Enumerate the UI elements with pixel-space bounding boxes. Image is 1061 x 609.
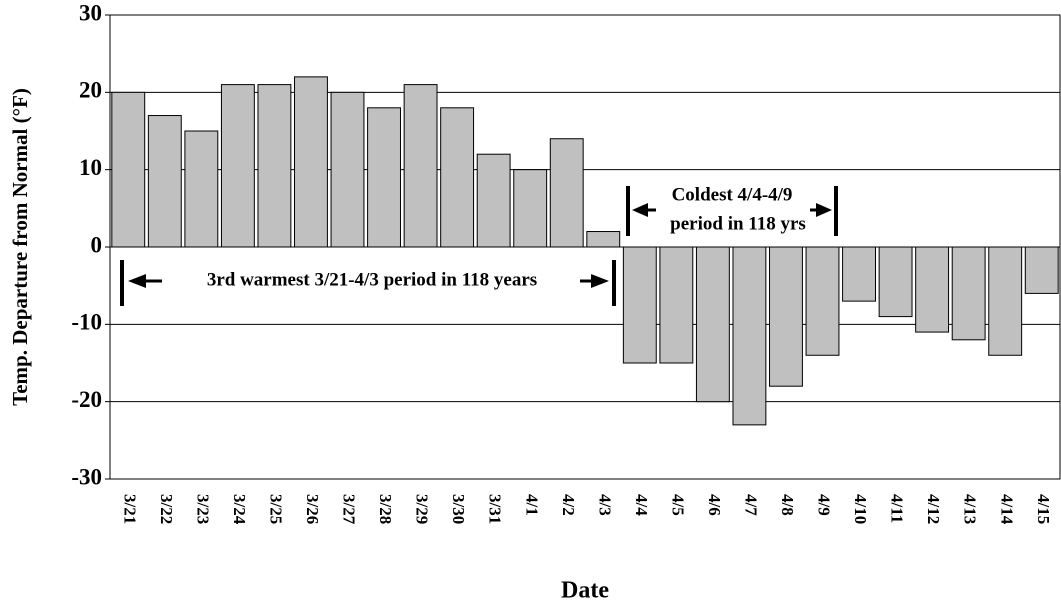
bar xyxy=(111,91,146,248)
x-tick-label: 3/26 xyxy=(303,494,322,524)
x-tick-label: 4/4 xyxy=(632,494,651,516)
bar xyxy=(220,84,255,248)
bar xyxy=(622,246,657,364)
annotation-warm xyxy=(120,260,616,306)
bar xyxy=(842,246,876,302)
y-tick-label: 10 xyxy=(79,155,102,180)
x-tick-label: 4/11 xyxy=(888,494,907,523)
bar xyxy=(476,153,511,248)
bar xyxy=(403,84,438,248)
x-axis-label: Date xyxy=(561,578,609,604)
bar xyxy=(586,231,621,248)
bar xyxy=(769,246,803,387)
annotation: Coldest 4/4-4/9 xyxy=(672,184,793,205)
bar xyxy=(988,246,1023,356)
bar xyxy=(367,107,401,248)
x-tick-label: 4/3 xyxy=(595,494,614,516)
x-tick-label: 4/8 xyxy=(778,494,797,516)
x-tick-label: 4/2 xyxy=(559,494,578,516)
x-tick-label: 3/27 xyxy=(340,494,359,525)
x-tick-label: 3/24 xyxy=(230,494,249,525)
x-tick-label: 4/15 xyxy=(1034,494,1053,524)
bar xyxy=(147,115,182,248)
bar xyxy=(915,246,950,333)
bar xyxy=(659,246,694,364)
x-tick-label: 4/10 xyxy=(851,494,870,524)
x-tick-label: 3/31 xyxy=(486,494,505,524)
annotation: period in 118 yrs xyxy=(670,213,806,234)
bar xyxy=(440,107,475,248)
x-tick-label: 4/13 xyxy=(961,494,980,524)
y-tick-label: 20 xyxy=(79,78,102,103)
y-tick-label: -20 xyxy=(71,387,102,412)
x-tick-label: 4/5 xyxy=(668,494,687,516)
bar xyxy=(1024,246,1059,294)
y-tick-label: -10 xyxy=(71,310,102,335)
bar xyxy=(732,246,767,426)
bar xyxy=(951,246,986,341)
annotation-cold xyxy=(626,186,838,236)
bar xyxy=(257,84,292,248)
bar xyxy=(513,169,548,248)
bar xyxy=(695,246,730,403)
x-tick-label: 4/7 xyxy=(742,494,761,516)
x-tick-label: 4/1 xyxy=(522,494,541,516)
y-tick-label: -30 xyxy=(71,464,102,489)
x-tick-label: 4/14 xyxy=(997,494,1016,525)
bar xyxy=(805,246,840,356)
y-tick-label: 0 xyxy=(91,232,103,257)
bar xyxy=(330,91,365,248)
annotation: 3rd warmest 3/21-4/3 period in 118 years xyxy=(207,269,537,290)
bar xyxy=(549,138,584,248)
y-tick-label: 30 xyxy=(79,0,102,25)
x-tick-label: 4/12 xyxy=(924,494,943,524)
y-axis-label: Temp. Departure from Normal (°F) xyxy=(8,88,32,406)
x-tick-label: 3/25 xyxy=(267,494,286,524)
bar xyxy=(878,246,913,318)
x-tick-label: 3/23 xyxy=(193,494,212,524)
x-tick-label: 3/30 xyxy=(449,494,468,524)
x-tick-label: 4/9 xyxy=(815,494,834,516)
x-tick-label: 4/6 xyxy=(705,494,724,516)
x-tick-label: 3/28 xyxy=(376,494,395,524)
x-tick-label: 3/21 xyxy=(120,494,139,524)
bar xyxy=(294,76,328,248)
bar xyxy=(184,130,219,248)
x-tick-label: 3/22 xyxy=(157,494,176,524)
x-tick-label: 3/29 xyxy=(413,494,432,524)
